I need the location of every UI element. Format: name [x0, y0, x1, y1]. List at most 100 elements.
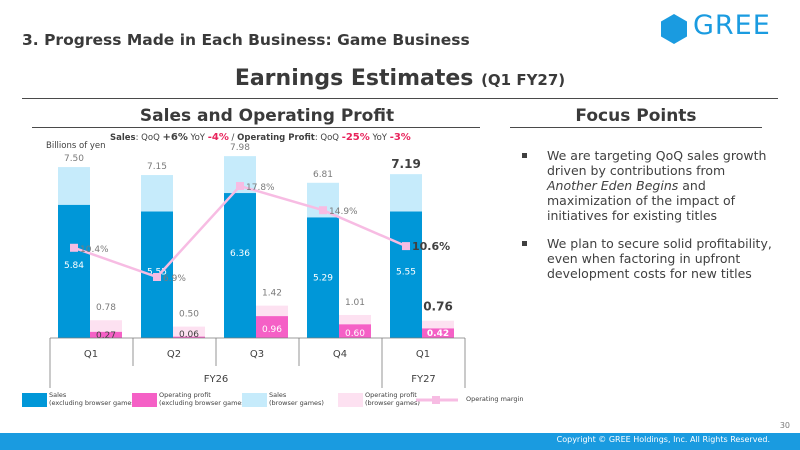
x-tick-label: Q2 — [167, 349, 181, 360]
operating-margin-label: 17.8% — [246, 183, 275, 193]
summary-qoq-label: : QoQ — [135, 133, 163, 143]
sales-section-divider — [32, 127, 480, 128]
op-browser-bar — [90, 320, 122, 332]
sales-ex-browser-bar — [224, 193, 256, 338]
op-ex-browser-bar — [90, 331, 122, 338]
legend-label-line2: (excluding browser games) — [159, 398, 248, 407]
copyright-text: Copyright © GREE Holdings, Inc. All Righ… — [556, 435, 770, 444]
bullet-square-icon — [522, 241, 527, 246]
op-ex-browser-label: 0.42 — [427, 329, 449, 339]
page-title-sub: (Q1 FY27) — [481, 71, 566, 89]
operating-margin-label: 6.9% — [163, 274, 186, 284]
sales-total-label: 7.50 — [64, 154, 84, 164]
op-total-label: 1.42 — [262, 289, 282, 299]
operating-margin-label: 10.6% — [412, 240, 450, 253]
operating-margin-label: 10.4% — [80, 245, 109, 255]
op-ex-browser-bar — [422, 328, 454, 338]
footer-bar: Copyright © GREE Holdings, Inc. All Righ… — [0, 433, 800, 450]
fiscal-year-label: FY27 — [411, 374, 436, 385]
sales-total-label: 7.15 — [147, 162, 167, 172]
title-divider — [22, 98, 778, 99]
summary-op-yoy: -3 — [389, 132, 401, 143]
operating-margin-marker — [236, 182, 244, 190]
legend-label-line1: Operating margin — [466, 395, 524, 403]
x-tick-label: Q4 — [333, 349, 347, 360]
summary-pct-3: % — [359, 132, 370, 143]
focus-point-text: We plan to secure solid profitability, e… — [547, 236, 772, 281]
sales-ex-browser-bar — [390, 211, 422, 338]
op-ex-browser-label: 0.96 — [262, 325, 282, 335]
op-ex-browser-label: 0.06 — [179, 330, 199, 340]
fiscal-year-label: FY26 — [204, 374, 229, 385]
logo-text: GREE — [693, 10, 771, 41]
legend-label-line1: Operating profit — [159, 391, 211, 399]
sales-browser-bar — [390, 174, 422, 212]
sales-ex-browser-label: 5.55 — [147, 268, 167, 278]
summary-op-qoq-label: : QoQ — [314, 133, 342, 143]
summary-pct-1: % — [177, 132, 188, 143]
page-title: Earnings Estimates (Q1 FY27) — [0, 66, 800, 91]
summary-yoy-label: YoY — [187, 133, 208, 143]
operating-margin-marker — [70, 243, 78, 252]
sales-ex-browser-label: 5.29 — [313, 273, 333, 283]
op-ex-browser-label: 0.60 — [345, 329, 365, 339]
sales-ex-browser-label: 6.36 — [230, 249, 250, 259]
legend-margin-line-icon — [416, 396, 458, 404]
summary-pct-4: % — [400, 132, 411, 143]
op-total-label: 0.50 — [179, 310, 199, 320]
focus-point-item: We are targeting QoQ sales growth driven… — [520, 148, 775, 223]
sales-total-label: 7.19 — [391, 157, 421, 171]
sales-ex-browser-label: 5.84 — [64, 261, 84, 271]
sales-ex-browser-bar — [58, 204, 90, 338]
op-ex-browser-bar — [173, 336, 205, 338]
summary-op-qoq: -25 — [341, 132, 360, 143]
operating-margin-marker — [153, 273, 161, 281]
x-tick-label: Q1 — [84, 349, 98, 360]
page-title-main: Earnings Estimates — [234, 66, 474, 91]
legend-swatch — [132, 393, 157, 407]
summary-sales-label: Sales — [110, 133, 136, 143]
summary-op-yoy-label: YoY — [369, 133, 390, 143]
summary-op-label: Operating Profit — [237, 133, 315, 143]
summary-sales-yoy: -4 — [207, 132, 219, 143]
sales-browser-bar — [141, 175, 173, 212]
operating-margin-marker — [319, 206, 327, 215]
legend-swatch — [242, 393, 267, 407]
game-title: Another Eden Begins — [547, 178, 679, 193]
page-number: 30 — [779, 421, 790, 430]
op-ex-browser-label: 0.27 — [96, 331, 116, 341]
legend-swatch — [22, 393, 47, 407]
sales-total-label: 6.81 — [313, 170, 333, 180]
legend-label-line1: Sales — [49, 391, 67, 399]
op-ex-browser-bar — [256, 316, 288, 338]
operating-margin-label: 14.9% — [329, 207, 358, 217]
summary-sales-qoq: +6 — [162, 132, 178, 143]
op-browser-bar — [173, 326, 205, 337]
bullet-square-icon — [522, 153, 527, 158]
focus-point-item: We plan to secure solid profitability, e… — [520, 236, 775, 281]
focus-points-list: We are targeting QoQ sales growth driven… — [520, 148, 775, 294]
gree-logo-icon — [661, 14, 687, 44]
x-tick-label: Q1 — [416, 349, 430, 360]
focus-section-divider — [510, 127, 762, 128]
summary-pct-2: % — [218, 132, 229, 143]
sales-browser-bar — [58, 167, 90, 205]
sales-ex-browser-bar — [307, 217, 339, 338]
focus-point-text: We are targeting QoQ sales growth driven… — [547, 148, 767, 178]
summary-separator: / — [228, 133, 238, 143]
chart-units-label: Billions of yen — [46, 141, 106, 151]
sales-section-title: Sales and Operating Profit — [139, 106, 395, 126]
op-total-label: 0.78 — [96, 303, 116, 313]
op-browser-bar — [422, 320, 454, 329]
legend-label-line1: Sales — [269, 391, 287, 399]
op-ex-browser-bar — [339, 324, 371, 338]
op-browser-bar — [339, 314, 371, 325]
sales-ex-browser-label: 5.55 — [396, 268, 416, 278]
op-total-label: 0.76 — [423, 300, 453, 314]
op-total-label: 1.01 — [345, 298, 365, 308]
x-tick-label: Q3 — [250, 349, 264, 360]
operating-margin-marker — [402, 242, 410, 251]
legend-label-line2: (browser games) — [269, 398, 324, 407]
focus-point-text-end: and maximization of the impact of initia… — [547, 178, 736, 223]
